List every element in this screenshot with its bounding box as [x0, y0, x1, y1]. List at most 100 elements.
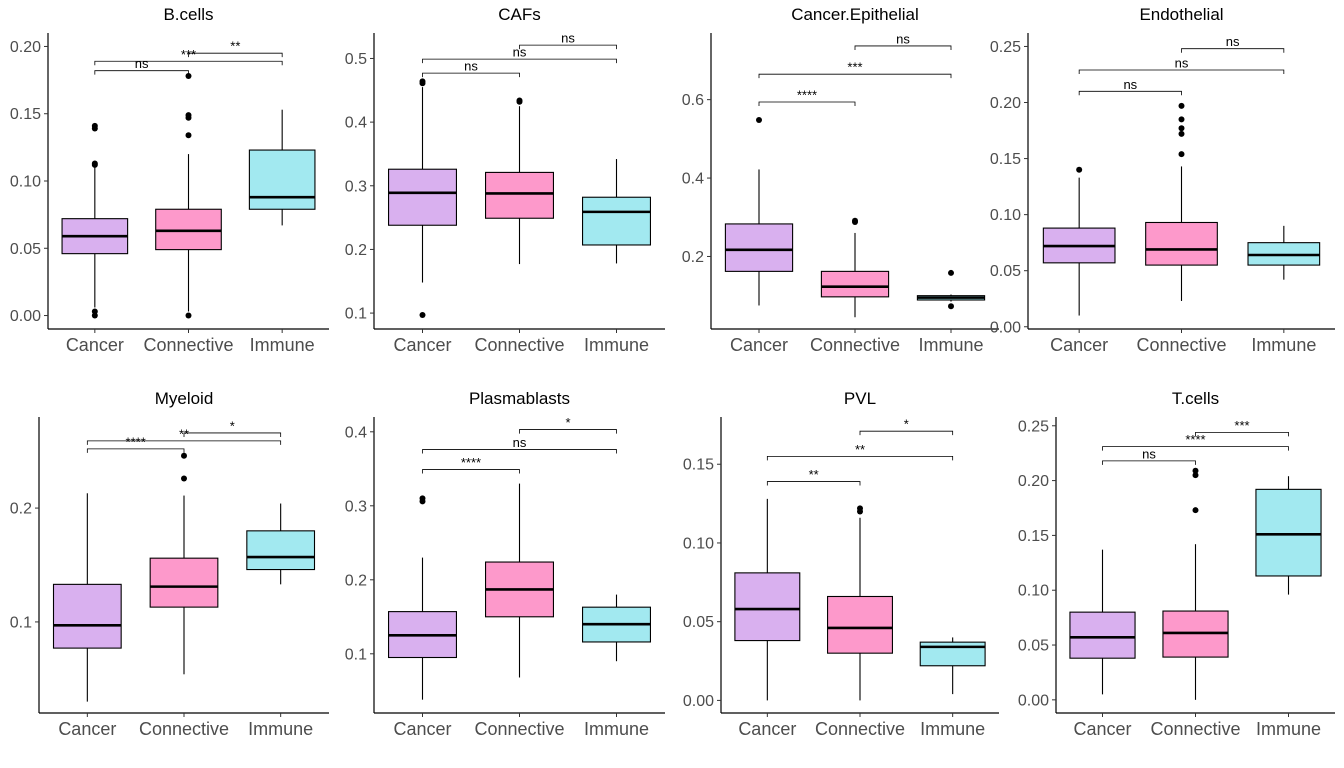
box-connective [484, 97, 554, 265]
x-tick-label: Immune [584, 719, 649, 739]
outlier-point [948, 303, 954, 310]
bracket-line [422, 72, 520, 78]
significance-bracket: ns [94, 56, 189, 75]
y-tick-label: 0.20 [1018, 473, 1049, 490]
panel-title: B.cells [163, 5, 213, 24]
outlier-point [91, 160, 98, 167]
significance-bracket: **** [758, 88, 856, 107]
iqr-box [724, 223, 794, 272]
significance-bracket: ns [422, 435, 617, 454]
outlier-point [1192, 467, 1199, 474]
x-tick-label: Immune [1256, 719, 1321, 739]
y-tick-label: 0.15 [10, 106, 41, 123]
panel-endothelial: Endothelial 0.00 0.05 0.10 0.15 0.20 0.25 Cance… [990, 5, 1335, 355]
significance-label: ** [230, 39, 240, 54]
significance-label: **** [797, 88, 817, 103]
iqr-box [52, 583, 122, 649]
y-tick-label: 0.3 [345, 498, 367, 515]
significance-bracket: ns [1078, 77, 1182, 96]
bracket-line [86, 440, 282, 445]
bracket-line [422, 449, 617, 454]
x-tick-label: Immune [920, 719, 985, 739]
outlier-point [181, 452, 187, 459]
y-tick-label: 0.05 [683, 614, 714, 631]
box-cancer [61, 122, 129, 319]
significance-bracket: ns [854, 31, 952, 50]
bracket-line [1078, 90, 1182, 96]
x-tick-label: Cancer [393, 335, 451, 355]
x-tick-label: Immune [1251, 335, 1316, 355]
iqr-box [734, 572, 801, 642]
box-connective [1145, 102, 1218, 301]
iqr-box [484, 171, 554, 219]
outlier-point [1192, 472, 1199, 479]
significance-bracket: ns [1181, 34, 1285, 53]
outlier-point [91, 122, 98, 129]
significance-bracket: *** [1195, 418, 1289, 437]
outlier-point [419, 311, 426, 318]
iqr-box [155, 208, 222, 251]
iqr-box [1255, 488, 1322, 577]
x-tick-label: Connective [143, 335, 233, 355]
x-tick-label: Connective [1136, 335, 1226, 355]
significance-bracket: ** [766, 442, 954, 461]
y-tick-label: 0.20 [10, 39, 41, 56]
bracket-line [1078, 69, 1285, 74]
outlier-point [1192, 507, 1199, 514]
iqr-box [820, 270, 890, 298]
outlier-point [1178, 125, 1185, 132]
bracket-line [1102, 446, 1289, 451]
y-tick-label: 0.10 [683, 535, 714, 552]
significance-bracket: * [183, 418, 282, 437]
y-tick-label: 0.15 [1018, 528, 1049, 545]
y-tick-label: 0.15 [990, 151, 1021, 168]
bracket-line [94, 60, 283, 66]
iqr-box [246, 530, 316, 571]
box-cancer [734, 498, 801, 701]
x-tick-label: Immune [250, 335, 315, 355]
y-tick-label: 0.00 [683, 693, 714, 710]
y-tick-label: 0.1 [10, 614, 32, 631]
y-tick-label: 0.5 [345, 51, 367, 68]
outlier-point [185, 132, 192, 139]
bracket-line [758, 73, 952, 79]
significance-bracket: ** [188, 39, 283, 58]
box-cancer [52, 493, 122, 702]
box-connective [484, 483, 554, 678]
iqr-box [581, 196, 651, 246]
y-tick-label: 0.6 [682, 92, 704, 109]
panel-title: PVL [844, 389, 876, 408]
y-tick-label: 0.00 [10, 308, 41, 325]
significance-label: * [230, 418, 235, 433]
outlier-point [91, 308, 98, 315]
significance-label: ** [855, 442, 865, 457]
bracket-line [854, 45, 952, 50]
bracket-line [758, 101, 856, 107]
box-cancer [1069, 549, 1136, 695]
panel-cafs: CAFs 0.1 0.2 0.3 0.4 0.5 Cancer Connective Immun… [345, 5, 665, 355]
y-tick-label: 0.4 [345, 115, 367, 132]
significance-bracket: ns [1078, 56, 1285, 74]
significance-bracket: ** [766, 467, 861, 486]
y-tick-label: 0.3 [345, 178, 367, 195]
panel-t-cells: T.cells 0.00 0.05 0.10 0.15 0.20 0.25 Cancer Con… [1018, 389, 1335, 739]
bracket-line [183, 432, 282, 437]
outlier-point [516, 97, 523, 104]
iqr-box [827, 595, 893, 654]
box-connective [149, 452, 219, 675]
significance-bracket: ns [1102, 446, 1196, 465]
significance-bracket: *** [758, 60, 952, 79]
y-tick-label: 0.4 [345, 424, 367, 441]
panel-title: Endothelial [1139, 5, 1223, 24]
box-immune [919, 637, 986, 695]
x-tick-label: Connective [810, 335, 900, 355]
bracket-line [86, 448, 185, 453]
panel-title: Myeloid [155, 389, 214, 408]
box-connective [1162, 467, 1229, 700]
outlier-point [185, 112, 192, 119]
x-tick-label: Cancer [1073, 719, 1131, 739]
y-tick-label: 0.05 [990, 263, 1021, 280]
y-tick-label: 0.00 [990, 319, 1021, 336]
